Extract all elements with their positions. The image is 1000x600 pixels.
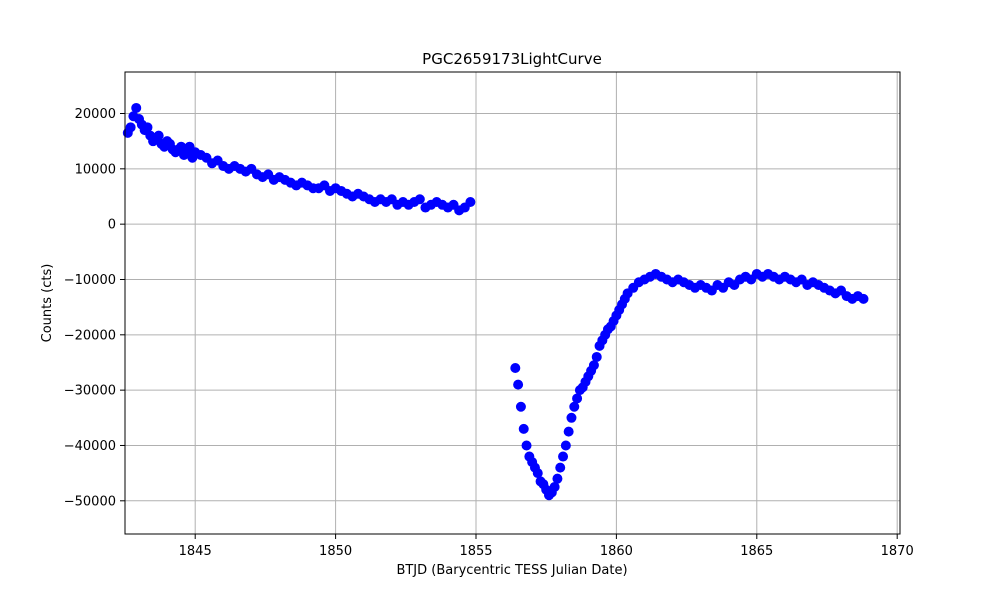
- y-tick-label: −40000: [64, 439, 116, 454]
- data-point: [549, 481, 560, 492]
- data-point: [515, 401, 526, 412]
- x-tick-label: 1850: [319, 544, 352, 559]
- y-axis-label: Counts (cts): [40, 264, 55, 343]
- x-tick-label: 1860: [600, 544, 633, 559]
- data-point: [563, 426, 574, 437]
- y-tick-label: −20000: [64, 328, 116, 343]
- y-tick-label: 0: [108, 218, 116, 233]
- data-point: [131, 102, 142, 113]
- x-tick-label: 1855: [459, 544, 492, 559]
- x-axis: 1845 1850 1855 1860 1865 1870: [179, 534, 914, 559]
- data-point: [569, 401, 580, 412]
- data-point: [142, 122, 153, 133]
- data-point: [588, 360, 599, 371]
- y-tick-label: −30000: [64, 384, 116, 399]
- y-axis: 20000 10000 0 −10000 −20000 −30000 −40000 −5000…: [64, 107, 125, 509]
- data-point: [560, 440, 571, 451]
- y-tick-label: 20000: [75, 107, 116, 122]
- data-point: [513, 379, 524, 390]
- data-point: [532, 468, 543, 479]
- x-axis-label: BTJD (Barycentric TESS Julian Date): [396, 563, 627, 578]
- data-point: [555, 462, 566, 473]
- data-point: [572, 393, 583, 404]
- data-point: [125, 122, 136, 133]
- data-point: [591, 351, 602, 362]
- chart-title: PGC2659173LightCurve: [422, 50, 602, 68]
- data-point: [858, 293, 869, 304]
- x-tick-label: 1870: [881, 544, 914, 559]
- axes-frame: [124, 71, 901, 535]
- y-tick-label: −50000: [64, 494, 116, 509]
- data-point: [465, 197, 476, 208]
- data-point: [414, 194, 425, 205]
- data-point: [518, 423, 529, 434]
- data-point: [558, 451, 569, 462]
- data-point: [566, 412, 577, 423]
- scatter-points: [122, 102, 869, 501]
- y-tick-label: −10000: [64, 273, 116, 288]
- data-point: [521, 440, 532, 451]
- data-point: [552, 473, 563, 484]
- y-tick-label: 10000: [75, 162, 116, 177]
- data-point: [153, 130, 164, 141]
- x-tick-label: 1865: [740, 544, 773, 559]
- x-tick-label: 1845: [179, 544, 212, 559]
- data-point: [510, 363, 521, 374]
